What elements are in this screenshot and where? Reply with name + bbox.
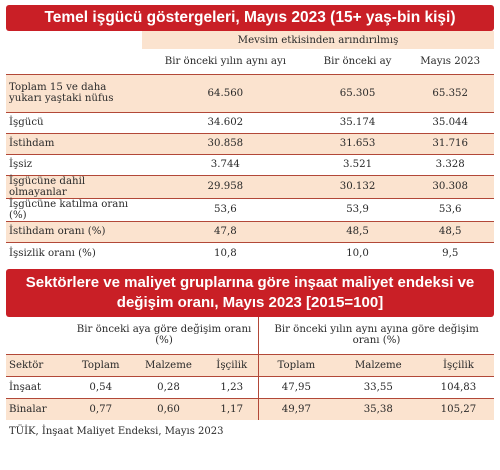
cell-value: 53,6 [406, 197, 494, 221]
cell-value: 35,38 [333, 397, 423, 420]
cell-value: 48,5 [406, 220, 494, 242]
cell-value: 33,55 [333, 375, 423, 398]
table2-col-header: Malzeme [333, 353, 423, 376]
row-label: Toplam 15 ve daha yukarı yaştaki nüfus [6, 73, 142, 112]
cell-value: 104,83 [422, 375, 494, 398]
cell-value: 31.716 [406, 132, 494, 154]
cell-value: 34.602 [142, 111, 309, 133]
row-label: İşsizlik oranı (%) [6, 241, 142, 264]
cell-value: 64.560 [142, 73, 309, 112]
cell-value: 53,6 [142, 197, 309, 221]
cell-value: 49,97 [258, 397, 334, 420]
construction-cost-table: Bir önceki aya göre değişim oranı (%) Bi… [6, 317, 494, 420]
table-row: İstihdam 30.858 31.653 31.716 [6, 132, 494, 154]
cell-value: 10,8 [142, 241, 309, 264]
table-row: İşsizlik oranı (%) 10,8 10,0 9,5 [6, 241, 494, 264]
cell-value: 29.958 [142, 174, 309, 198]
cell-value: 65.352 [406, 73, 494, 112]
cell-value: 30.858 [142, 132, 309, 154]
table-row: İnşaat 0,54 0,28 1,23 47,95 33,55 104,83 [6, 375, 494, 398]
sector-header: Sektör [6, 353, 70, 376]
table1-col-header: Bir önceki ay [323, 55, 392, 67]
table1-title: Temel işgücü göstergeleri, Mayıs 2023 (1… [6, 5, 494, 31]
cell-value: 3.521 [308, 153, 407, 175]
cell-value: 65.305 [308, 73, 407, 112]
table2-col-header: Toplam [258, 353, 334, 376]
cell-value: 1,17 [205, 397, 259, 420]
cell-value: 48,5 [308, 220, 407, 242]
table-row: Toplam 15 ve daha yukarı yaştaki nüfus 6… [6, 73, 494, 112]
cell-value: 0,54 [70, 375, 132, 398]
cell-value: 47,95 [258, 375, 334, 398]
cell-value: 31.653 [308, 132, 407, 154]
cell-value: 47,8 [142, 220, 309, 242]
table2-col-header: İşçilik [205, 353, 259, 376]
row-label: İşgücüne katılma oranı (%) [6, 197, 142, 221]
table1-column-header-row: Bir önceki yılın aynı ayı Bir önceki ay … [6, 49, 494, 74]
row-label: İşsiz [6, 153, 142, 175]
cell-value: 30.308 [406, 174, 494, 198]
cell-value: 1,23 [205, 375, 259, 398]
table1-group-header-row: Mevsim etkisinden arındırılmış [6, 31, 494, 49]
table-row: İşgücü 34.602 35.174 35.044 [6, 111, 494, 133]
table2-col-header: Toplam [70, 353, 132, 376]
table2-title-line: değişim oranı, Mayıs 2023 [2015=100] [116, 294, 384, 311]
row-label: İşgücü [6, 111, 142, 133]
row-label: Binalar [6, 397, 70, 420]
cell-value: 105,27 [422, 397, 494, 420]
table1-col-header: Mayıs 2023 [420, 55, 481, 67]
cell-value: 0,77 [70, 397, 132, 420]
cell-value: 35.044 [406, 111, 494, 133]
cell-value: 0,28 [131, 375, 206, 398]
table-row: İşsiz 3.744 3.521 3.328 [6, 153, 494, 175]
cell-value: 10,0 [308, 241, 407, 264]
table2-col-header: Malzeme [131, 353, 206, 376]
row-label: İnşaat [6, 375, 70, 398]
table2-group-header: Bir önceki aya göre değişim oranı (%) [76, 324, 252, 347]
row-label: İstihdam [6, 132, 142, 154]
cell-value: 53,9 [308, 197, 407, 221]
cell-value: 3.328 [406, 153, 494, 175]
table1-group-header: Mevsim etkisinden arındırılmış [142, 31, 494, 49]
cell-value: 3.744 [142, 153, 309, 175]
row-label: İşgücüne dahil olmayanlar [6, 174, 142, 198]
table2-group-header: Bir önceki yılın aynı ayına göre değişim… [258, 317, 494, 354]
labor-indicators-table: Mevsim etkisinden arındırılmış Bir öncek… [6, 31, 494, 264]
table2-column-header-row: Sektör Toplam Malzeme İşçilik Toplam Mal… [6, 353, 494, 376]
table-row: İstihdam oranı (%) 47,8 48,5 48,5 [6, 220, 494, 242]
cell-value: 35.174 [308, 111, 407, 133]
cell-value: 0,60 [131, 397, 206, 420]
table-row: Binalar 0,77 0,60 1,17 49,97 35,38 105,2… [6, 397, 494, 420]
table1-col-header: Bir önceki yılın aynı ayı [164, 55, 286, 67]
table-row: İşgücüne dahil olmayanlar 29.958 30.132 … [6, 174, 494, 198]
source-note: TÜİK, İnşaat Maliyet Endeksi, Mayıs 2023 [9, 426, 224, 437]
cell-value: 9,5 [406, 241, 494, 264]
row-label: İstihdam oranı (%) [6, 220, 142, 242]
cell-value: 30.132 [308, 174, 407, 198]
table2-title-line: Sektörlere ve maliyet gruplarına göre in… [25, 274, 475, 291]
table2-col-header: İşçilik [422, 353, 494, 376]
table2-group-header-row: Bir önceki aya göre değişim oranı (%) Bi… [6, 317, 494, 354]
table-row: İşgücüne katılma oranı (%) 53,6 53,9 53,… [6, 197, 494, 221]
table2-title: Sektörlere ve maliyet gruplarına göre in… [6, 269, 494, 317]
